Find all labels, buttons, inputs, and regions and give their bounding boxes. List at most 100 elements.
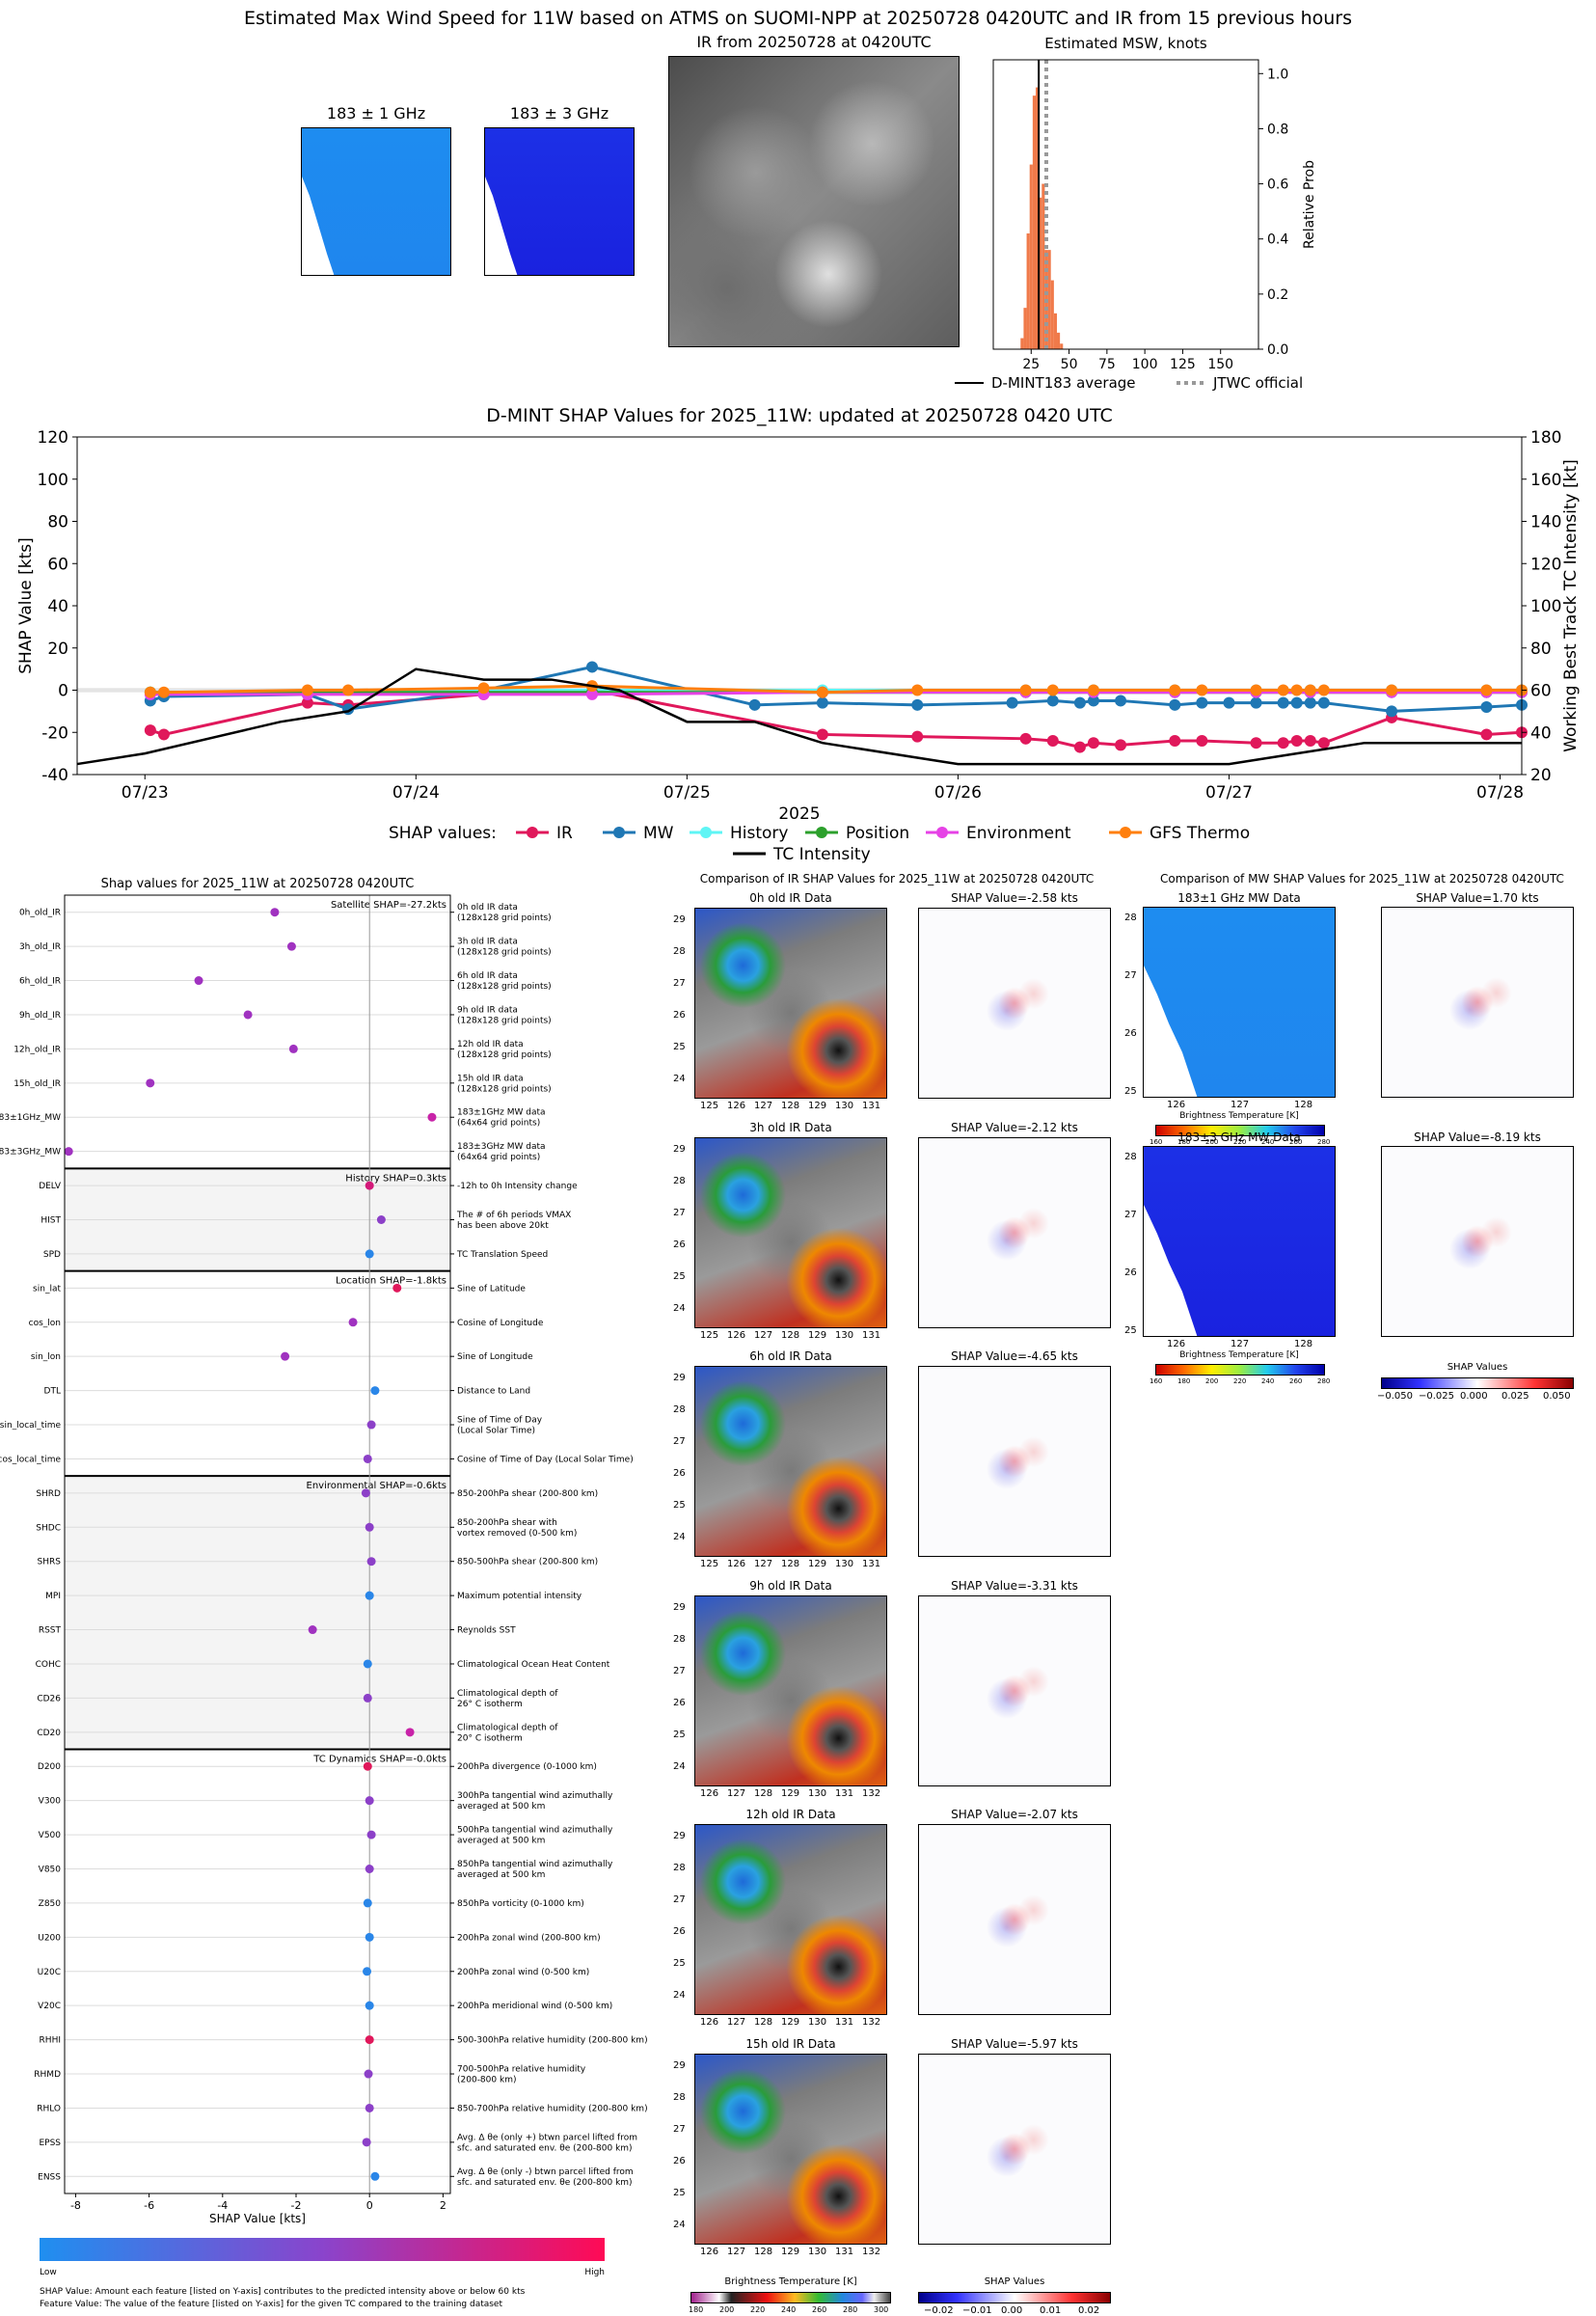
ts-y2tick-label: 20 <box>1530 766 1552 785</box>
ir-xtick-label: 129 <box>808 1101 827 1111</box>
ir-xtick-label: 127 <box>727 2246 746 2257</box>
feature-point <box>365 1249 374 1259</box>
mw-shap-tick: −0.025 <box>1419 1391 1455 1402</box>
ir-ytick-label: 25 <box>673 1729 686 1740</box>
ir-ytick-label: 27 <box>673 1436 686 1447</box>
feature-point <box>348 1318 358 1327</box>
feature-name: Z850 <box>39 1899 62 1909</box>
ir-ytick-label: 28 <box>673 2091 686 2103</box>
ir-ytick-label: 26 <box>673 1239 686 1250</box>
series-point <box>1317 696 1330 709</box>
ir-ytick-label: 29 <box>673 2059 686 2071</box>
feature-name: 183±1GHz_MW <box>0 1113 61 1123</box>
mw3-title: 183 ± 3 GHz <box>509 104 609 123</box>
feature-desc: Reynolds SST <box>457 1626 516 1636</box>
hist-xtick-label: 150 <box>1207 357 1233 372</box>
legend-marker <box>613 827 625 838</box>
ts-ytick-label: 40 <box>47 597 68 616</box>
ir-bt-tick: 200 <box>719 2305 735 2314</box>
series-point <box>1169 684 1181 696</box>
ir-xtick-label: 129 <box>781 2246 800 2257</box>
colorbar-low: Low <box>40 2268 57 2277</box>
hist-xtick-label: 50 <box>1061 357 1078 372</box>
ir-ytick-label: 24 <box>673 2219 686 2230</box>
feature-desc: (200-800 km) <box>457 2076 516 2085</box>
feature-name: 9h_old_IR <box>19 1011 61 1021</box>
mw-bt-tick: 260 <box>1289 1377 1303 1385</box>
msw-histogram: Estimated MSW, knots 25 50 75 100 125 150 0.0 0.… <box>955 35 1317 392</box>
hist-ytick-label: 0.2 <box>1267 287 1288 303</box>
series-point <box>1087 695 1099 707</box>
ir-shap-image <box>918 2053 1111 2245</box>
ir-xtick-label: 131 <box>862 1329 881 1341</box>
series-point <box>301 684 313 696</box>
legend-marker <box>936 827 948 838</box>
mw-ytick-label: 25 <box>1124 1086 1137 1097</box>
feature-point <box>288 1044 298 1053</box>
series-point <box>1480 684 1493 696</box>
ir-bt-tick: 280 <box>843 2305 858 2314</box>
ir-xtick-label: 127 <box>754 1329 773 1341</box>
ir-panel-title: Comparison of IR SHAP Values for 2025_11… <box>699 872 1095 886</box>
ir-ytick-label: 27 <box>673 2123 686 2135</box>
hist-ytick-label: 1.0 <box>1267 67 1288 82</box>
hist-title: Estimated MSW, knots <box>1044 35 1207 52</box>
series-point <box>816 686 828 698</box>
series-point <box>144 686 156 698</box>
mw-xtick-label: 128 <box>1294 1339 1313 1349</box>
ir-ytick-label: 28 <box>673 1863 686 1873</box>
hist-bar <box>1026 233 1030 349</box>
mw-bt-tick: 180 <box>1177 1377 1191 1385</box>
hist-bar <box>1036 87 1040 350</box>
ir-bt-tick: 240 <box>781 2305 797 2314</box>
feature-point <box>366 1830 376 1839</box>
series-point <box>1073 696 1086 709</box>
ir-ytick-label: 26 <box>673 1468 686 1479</box>
ir-ytick-label: 25 <box>673 1042 686 1052</box>
ir-bt-tick: 220 <box>750 2305 766 2314</box>
ir-shap-image <box>918 908 1111 1099</box>
mw-bt-tick: 160 <box>1150 1138 1163 1146</box>
ir-xtick-label: 131 <box>862 1101 881 1111</box>
feature-point <box>365 1591 374 1600</box>
feature-point <box>362 2138 371 2147</box>
feature-desc: 300hPa tangential wind azimuthally <box>457 1791 613 1801</box>
feature-point <box>370 2171 380 2181</box>
feature-name: sin_lat <box>33 1284 61 1294</box>
feature-name: V500 <box>39 1831 62 1840</box>
feature-name: DELV <box>39 1182 62 1191</box>
ts-xtick-label: 07/28 <box>1476 783 1524 803</box>
mw-shap-image <box>1381 907 1574 1098</box>
mw-panel-title: Comparison of MW SHAP Values for 2025_11… <box>1160 872 1564 886</box>
group-label: Satellite SHAP=-27.2kts <box>331 900 446 911</box>
mw-swath-edge <box>1144 966 1198 1097</box>
ts-y2tick-label: 160 <box>1530 471 1561 490</box>
feature-desc: Climatological Ocean Heat Content <box>457 1660 610 1670</box>
ir-xtick-label: 131 <box>835 2246 854 2257</box>
mw1-image <box>301 127 451 276</box>
ts-y2tick-label: 40 <box>1530 723 1552 743</box>
series-point <box>1277 737 1289 749</box>
ir-ytick-label: 28 <box>673 1633 686 1645</box>
mw-swath-edge <box>1144 1205 1198 1336</box>
hist-bar <box>1050 280 1054 349</box>
feature-desc: 12h old IR data <box>457 1040 524 1049</box>
mw-ytick-label: 26 <box>1124 1267 1137 1278</box>
feature-desc: Sine of Latitude <box>457 1284 526 1294</box>
series-point <box>1019 684 1032 696</box>
feature-desc: Distance to Land <box>457 1387 530 1397</box>
ts-frame <box>76 436 1523 776</box>
ts-ylabel: SHAP Value [kts] <box>16 537 36 674</box>
ir-shap-title: SHAP Value=-2.12 kts <box>951 1120 1078 1134</box>
series-point <box>1250 684 1262 696</box>
ir-shap-image <box>918 1366 1111 1557</box>
mw-bt-tick: 180 <box>1177 1138 1191 1146</box>
series-point <box>1115 739 1127 751</box>
mw-bt-tick: 240 <box>1261 1138 1275 1146</box>
ts-y2tick-label: 180 <box>1530 428 1561 448</box>
feature-name: SHRS <box>38 1558 62 1567</box>
mw-xtick-label: 127 <box>1231 1100 1250 1110</box>
series-point <box>301 696 313 709</box>
feature-point <box>243 1010 253 1020</box>
group-bg <box>65 895 450 1169</box>
